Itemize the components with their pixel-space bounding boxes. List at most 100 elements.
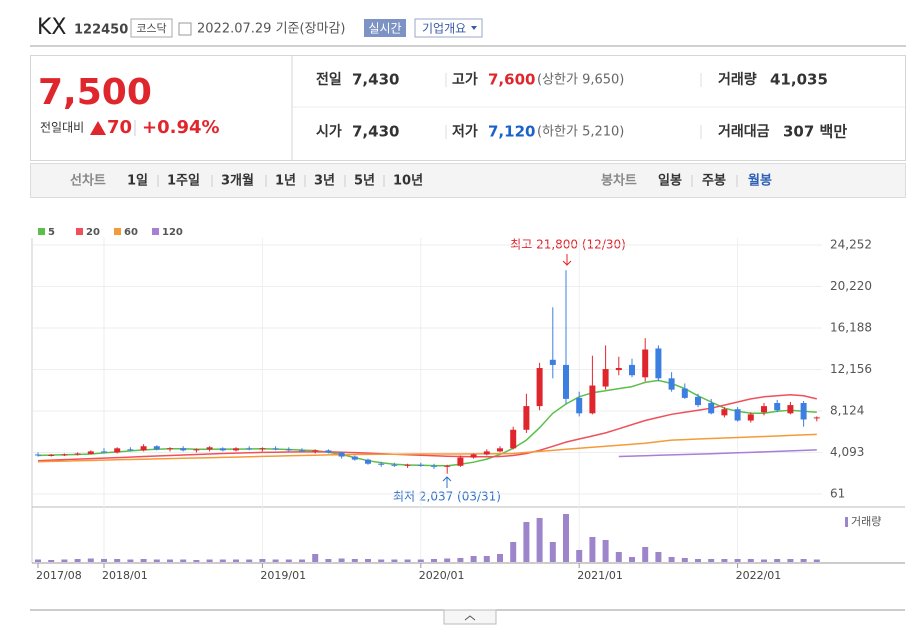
candle-body xyxy=(721,409,728,416)
candle-body xyxy=(602,369,609,387)
volume-label: 거래량 xyxy=(851,515,881,528)
date: 2022.07.29 기준(장마감) xyxy=(197,22,346,37)
change-label: 전일대비 xyxy=(40,121,84,135)
ma-line xyxy=(37,433,817,463)
candle-body xyxy=(153,446,160,450)
volume-bar xyxy=(378,559,385,562)
volume-bar xyxy=(536,518,543,562)
volume-bar xyxy=(365,559,371,562)
candle-body xyxy=(695,396,701,406)
legend-label: 60 xyxy=(124,227,138,238)
tab[interactable]: 1년 xyxy=(275,174,296,189)
volume-bar xyxy=(589,537,596,562)
volume-bar xyxy=(734,559,741,562)
volume-bar xyxy=(127,559,134,562)
realtime[interactable]: 실시간 xyxy=(368,22,401,36)
volume-bar xyxy=(404,559,411,562)
tab-separators xyxy=(157,175,738,187)
volume-bar xyxy=(61,559,68,562)
tab[interactable]: 3개월 xyxy=(221,173,254,189)
candle-body xyxy=(378,463,385,465)
candle-body xyxy=(444,465,451,467)
price: 7,500 xyxy=(38,72,152,113)
candle-body xyxy=(325,450,332,453)
header-rule xyxy=(30,45,906,47)
candle-body xyxy=(365,459,371,464)
candle-body xyxy=(299,450,305,452)
tab[interactable]: 3년 xyxy=(314,174,335,189)
company-dropdown[interactable] xyxy=(414,18,483,38)
tab[interactable]: 1주일 xyxy=(167,174,200,189)
volume-bar xyxy=(140,559,147,562)
candle-body xyxy=(668,378,675,390)
volume-bar xyxy=(681,558,688,562)
candle-body xyxy=(431,465,437,467)
volume-bar xyxy=(351,559,358,562)
candle-body xyxy=(404,464,411,466)
candle-body xyxy=(483,451,490,455)
candle-body xyxy=(351,456,358,460)
y-tick-label: 8,124 xyxy=(830,404,864,418)
candle-body xyxy=(285,449,292,451)
tab[interactable]: 주봉 xyxy=(702,174,726,189)
tab-bar xyxy=(30,163,906,198)
candle-body xyxy=(312,450,319,452)
candle-body xyxy=(774,403,781,411)
tab[interactable]: 10년 xyxy=(393,174,423,189)
volume-bar xyxy=(259,559,266,562)
candle-body xyxy=(140,446,147,451)
volume-bar xyxy=(629,557,635,562)
tab[interactable]: 일봉 xyxy=(658,174,682,189)
value: 7,600 xyxy=(488,71,535,89)
volume-bar xyxy=(813,559,820,562)
tab[interactable]: 월봉 xyxy=(748,173,772,189)
x-tick-label: 2021/01 xyxy=(577,569,623,582)
collapse-button[interactable] xyxy=(443,609,497,625)
candle-body xyxy=(523,406,530,430)
candle-body xyxy=(417,464,424,466)
tab[interactable]: 5년 xyxy=(354,174,375,189)
volume-bar xyxy=(391,559,398,562)
volume-bar xyxy=(563,514,569,562)
value: 307 백만 xyxy=(783,123,847,141)
volume-bar xyxy=(48,560,55,562)
annotation-arrow xyxy=(562,254,572,266)
volume-bar xyxy=(523,522,530,562)
x-tick-label: 2018/01 xyxy=(102,569,148,582)
label: 저가 xyxy=(452,124,478,140)
volume-bar xyxy=(219,559,226,562)
candle-body xyxy=(259,448,266,450)
value: 7,430 xyxy=(352,123,399,141)
volume-bar xyxy=(101,559,107,562)
company[interactable]: 기업개요 xyxy=(422,22,466,36)
volume-bar xyxy=(431,559,437,562)
change: 70 xyxy=(107,117,132,138)
volume-bar xyxy=(272,559,279,562)
volume-bar xyxy=(510,542,517,562)
candle-body xyxy=(629,364,635,376)
legend-swatch xyxy=(38,228,45,235)
volume-bar xyxy=(668,557,675,562)
volume-bar xyxy=(87,558,94,562)
volume-bar xyxy=(602,540,609,562)
volume-bar xyxy=(642,547,649,562)
value: 41,035 xyxy=(770,71,828,89)
volume-bar xyxy=(114,559,121,562)
candle-body xyxy=(48,454,55,456)
volume-bar xyxy=(246,559,253,562)
candle-body xyxy=(206,447,213,450)
tab[interactable]: 1일 xyxy=(127,174,148,189)
candle-body xyxy=(642,349,649,378)
candle-body xyxy=(167,448,173,450)
volume-bar xyxy=(774,559,781,562)
volume-bar xyxy=(761,559,767,562)
volume-bar xyxy=(180,559,187,562)
label: 고가 xyxy=(452,72,478,88)
candle-body xyxy=(74,453,81,455)
realtime-button[interactable] xyxy=(364,19,406,37)
candle-body xyxy=(576,397,583,414)
candle-body xyxy=(787,405,794,414)
stock-name: KX xyxy=(37,15,67,40)
legend-swatch xyxy=(152,228,159,235)
